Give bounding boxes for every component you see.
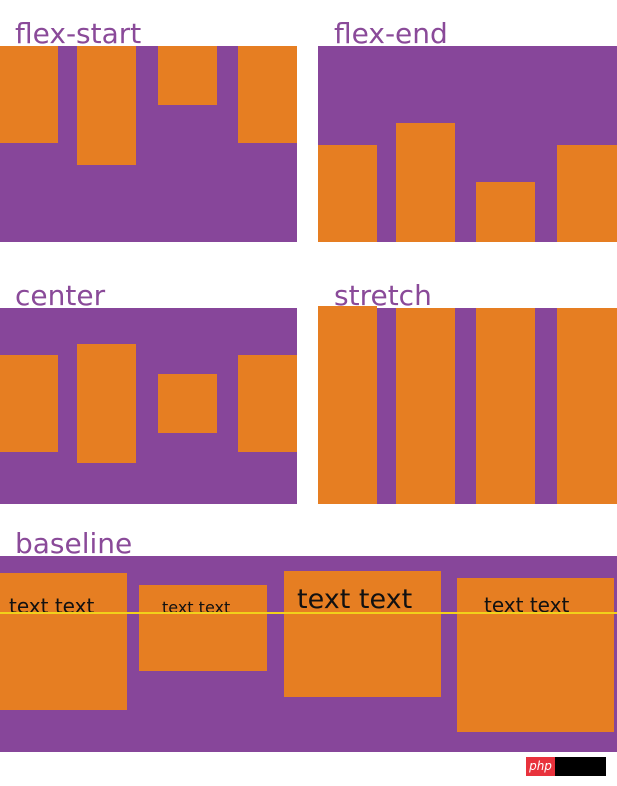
flex-item-2 xyxy=(396,123,455,242)
flex-start-container xyxy=(0,46,297,242)
flex-item-2 xyxy=(77,344,136,463)
flex-end-container xyxy=(318,46,617,242)
baseline-container: text text text text text text text text xyxy=(0,556,617,752)
flex-item-4: text text xyxy=(457,578,614,732)
flex-item-4 xyxy=(238,355,297,452)
flex-end-label: flex-end xyxy=(334,17,448,50)
flex-item-2 xyxy=(77,46,136,165)
flex-item-1 xyxy=(0,355,58,452)
flex-item-2 xyxy=(396,308,455,504)
flex-item-3 xyxy=(476,308,535,504)
flex-item-1 xyxy=(318,145,377,242)
stretch-label: stretch xyxy=(334,279,432,312)
center-container xyxy=(0,308,297,504)
flex-item-4 xyxy=(238,46,297,143)
flex-item-1 xyxy=(0,46,58,143)
item-text: text text xyxy=(162,598,231,617)
flex-item-4 xyxy=(557,145,617,242)
stretch-container xyxy=(318,306,617,504)
flex-item-2: text text xyxy=(139,585,267,671)
item-text: text text xyxy=(297,584,413,615)
flex-item-3: text text xyxy=(284,571,441,697)
flex-item-4 xyxy=(557,308,617,504)
baseline-label: baseline xyxy=(15,527,133,560)
flex-item-3 xyxy=(476,182,535,242)
item-text: text text xyxy=(9,594,95,618)
php-logo-text: php xyxy=(526,757,555,776)
php-logo: php xyxy=(526,757,606,776)
flex-item-3 xyxy=(158,46,217,105)
flex-item-1 xyxy=(318,306,377,504)
center-label: center xyxy=(15,279,106,312)
flex-start-label: flex-start xyxy=(15,17,142,50)
baseline-guide-line xyxy=(0,612,617,614)
flex-item-3 xyxy=(158,374,217,433)
flex-item-1: text text xyxy=(0,573,127,710)
